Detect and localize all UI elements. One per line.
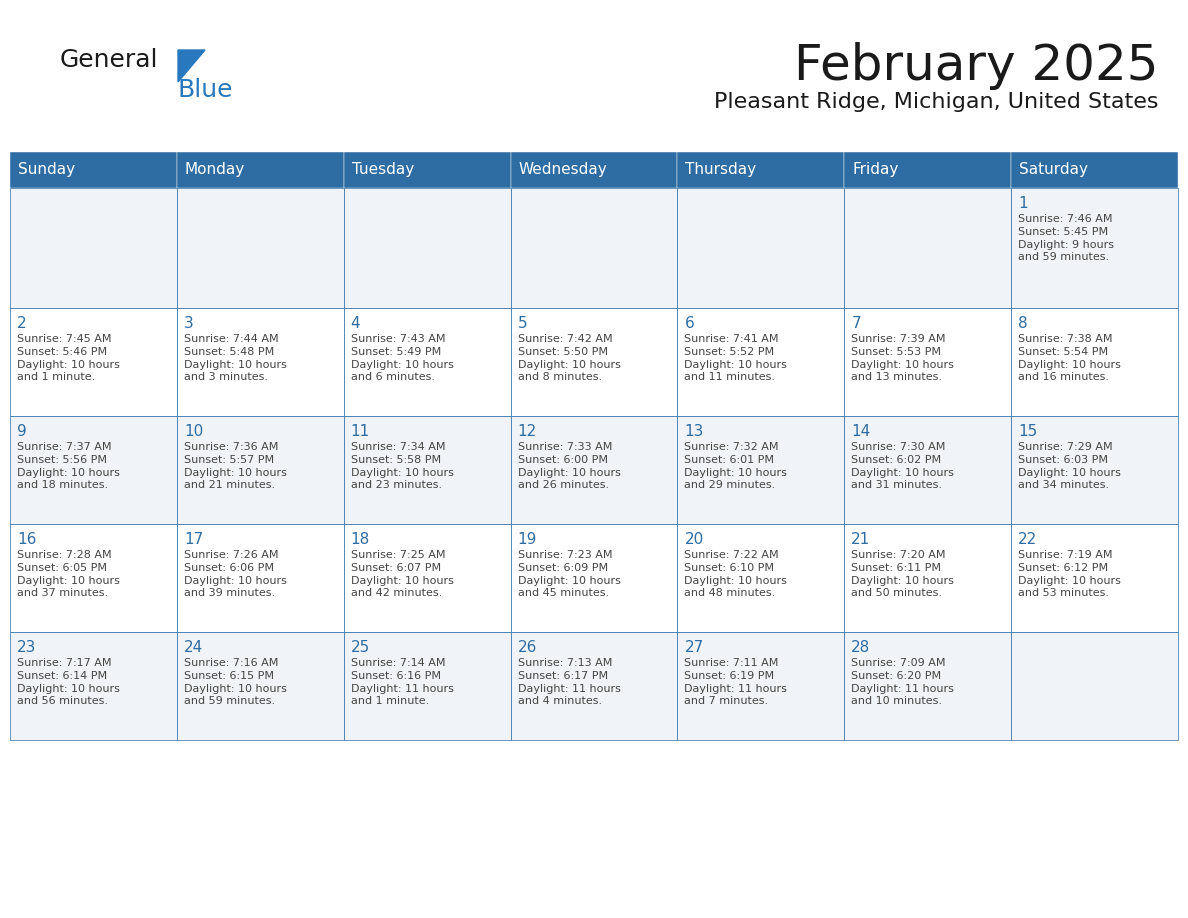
Text: 13: 13 xyxy=(684,424,703,439)
Text: 6: 6 xyxy=(684,316,694,331)
Text: Pleasant Ridge, Michigan, United States: Pleasant Ridge, Michigan, United States xyxy=(714,92,1158,112)
Text: 19: 19 xyxy=(518,532,537,547)
Text: 28: 28 xyxy=(852,640,871,655)
Text: Friday: Friday xyxy=(852,162,898,177)
Text: 26: 26 xyxy=(518,640,537,655)
Text: Sunrise: 7:38 AM
Sunset: 5:54 PM
Daylight: 10 hours
and 16 minutes.: Sunrise: 7:38 AM Sunset: 5:54 PM Dayligh… xyxy=(1018,334,1121,383)
Text: Sunrise: 7:34 AM
Sunset: 5:58 PM
Daylight: 10 hours
and 23 minutes.: Sunrise: 7:34 AM Sunset: 5:58 PM Dayligh… xyxy=(350,442,454,490)
Text: Sunrise: 7:26 AM
Sunset: 6:06 PM
Daylight: 10 hours
and 39 minutes.: Sunrise: 7:26 AM Sunset: 6:06 PM Dayligh… xyxy=(184,550,286,599)
Text: General: General xyxy=(61,48,158,72)
Text: Sunrise: 7:29 AM
Sunset: 6:03 PM
Daylight: 10 hours
and 34 minutes.: Sunrise: 7:29 AM Sunset: 6:03 PM Dayligh… xyxy=(1018,442,1121,490)
Text: 11: 11 xyxy=(350,424,369,439)
Text: 5: 5 xyxy=(518,316,527,331)
Text: 12: 12 xyxy=(518,424,537,439)
Text: Saturday: Saturday xyxy=(1019,162,1088,177)
Text: 27: 27 xyxy=(684,640,703,655)
Text: Sunrise: 7:17 AM
Sunset: 6:14 PM
Daylight: 10 hours
and 56 minutes.: Sunrise: 7:17 AM Sunset: 6:14 PM Dayligh… xyxy=(17,658,120,706)
Text: Sunrise: 7:20 AM
Sunset: 6:11 PM
Daylight: 10 hours
and 50 minutes.: Sunrise: 7:20 AM Sunset: 6:11 PM Dayligh… xyxy=(852,550,954,599)
Text: Sunrise: 7:13 AM
Sunset: 6:17 PM
Daylight: 11 hours
and 4 minutes.: Sunrise: 7:13 AM Sunset: 6:17 PM Dayligh… xyxy=(518,658,620,706)
Text: 8: 8 xyxy=(1018,316,1028,331)
Text: Thursday: Thursday xyxy=(685,162,757,177)
Text: Sunrise: 7:25 AM
Sunset: 6:07 PM
Daylight: 10 hours
and 42 minutes.: Sunrise: 7:25 AM Sunset: 6:07 PM Dayligh… xyxy=(350,550,454,599)
Text: Sunrise: 7:28 AM
Sunset: 6:05 PM
Daylight: 10 hours
and 37 minutes.: Sunrise: 7:28 AM Sunset: 6:05 PM Dayligh… xyxy=(17,550,120,599)
Text: Sunrise: 7:30 AM
Sunset: 6:02 PM
Daylight: 10 hours
and 31 minutes.: Sunrise: 7:30 AM Sunset: 6:02 PM Dayligh… xyxy=(852,442,954,490)
Text: 23: 23 xyxy=(17,640,37,655)
Text: Blue: Blue xyxy=(178,78,234,102)
Text: Sunrise: 7:45 AM
Sunset: 5:46 PM
Daylight: 10 hours
and 1 minute.: Sunrise: 7:45 AM Sunset: 5:46 PM Dayligh… xyxy=(17,334,120,383)
Text: 22: 22 xyxy=(1018,532,1037,547)
Text: 10: 10 xyxy=(184,424,203,439)
Text: 20: 20 xyxy=(684,532,703,547)
Text: 16: 16 xyxy=(17,532,37,547)
Text: 25: 25 xyxy=(350,640,369,655)
Text: Sunrise: 7:43 AM
Sunset: 5:49 PM
Daylight: 10 hours
and 6 minutes.: Sunrise: 7:43 AM Sunset: 5:49 PM Dayligh… xyxy=(350,334,454,383)
Text: Sunrise: 7:09 AM
Sunset: 6:20 PM
Daylight: 11 hours
and 10 minutes.: Sunrise: 7:09 AM Sunset: 6:20 PM Dayligh… xyxy=(852,658,954,706)
Text: 7: 7 xyxy=(852,316,861,331)
Text: Sunrise: 7:16 AM
Sunset: 6:15 PM
Daylight: 10 hours
and 59 minutes.: Sunrise: 7:16 AM Sunset: 6:15 PM Dayligh… xyxy=(184,658,286,706)
Text: Sunrise: 7:19 AM
Sunset: 6:12 PM
Daylight: 10 hours
and 53 minutes.: Sunrise: 7:19 AM Sunset: 6:12 PM Dayligh… xyxy=(1018,550,1121,599)
Text: 21: 21 xyxy=(852,532,871,547)
Text: 3: 3 xyxy=(184,316,194,331)
Text: Sunrise: 7:36 AM
Sunset: 5:57 PM
Daylight: 10 hours
and 21 minutes.: Sunrise: 7:36 AM Sunset: 5:57 PM Dayligh… xyxy=(184,442,286,490)
Text: Sunrise: 7:39 AM
Sunset: 5:53 PM
Daylight: 10 hours
and 13 minutes.: Sunrise: 7:39 AM Sunset: 5:53 PM Dayligh… xyxy=(852,334,954,383)
Text: Tuesday: Tuesday xyxy=(352,162,413,177)
Text: Sunrise: 7:33 AM
Sunset: 6:00 PM
Daylight: 10 hours
and 26 minutes.: Sunrise: 7:33 AM Sunset: 6:00 PM Dayligh… xyxy=(518,442,620,490)
Text: Sunday: Sunday xyxy=(18,162,75,177)
Text: 9: 9 xyxy=(17,424,27,439)
Text: 4: 4 xyxy=(350,316,360,331)
Text: Sunrise: 7:11 AM
Sunset: 6:19 PM
Daylight: 11 hours
and 7 minutes.: Sunrise: 7:11 AM Sunset: 6:19 PM Dayligh… xyxy=(684,658,788,706)
Text: Monday: Monday xyxy=(185,162,245,177)
Text: Sunrise: 7:44 AM
Sunset: 5:48 PM
Daylight: 10 hours
and 3 minutes.: Sunrise: 7:44 AM Sunset: 5:48 PM Dayligh… xyxy=(184,334,286,383)
Text: Sunrise: 7:41 AM
Sunset: 5:52 PM
Daylight: 10 hours
and 11 minutes.: Sunrise: 7:41 AM Sunset: 5:52 PM Dayligh… xyxy=(684,334,788,383)
Text: 15: 15 xyxy=(1018,424,1037,439)
Text: Wednesday: Wednesday xyxy=(519,162,607,177)
Text: 2: 2 xyxy=(17,316,26,331)
Text: 18: 18 xyxy=(350,532,369,547)
Text: 24: 24 xyxy=(184,640,203,655)
Text: Sunrise: 7:14 AM
Sunset: 6:16 PM
Daylight: 11 hours
and 1 minute.: Sunrise: 7:14 AM Sunset: 6:16 PM Dayligh… xyxy=(350,658,454,706)
Text: February 2025: February 2025 xyxy=(794,42,1158,90)
Text: Sunrise: 7:23 AM
Sunset: 6:09 PM
Daylight: 10 hours
and 45 minutes.: Sunrise: 7:23 AM Sunset: 6:09 PM Dayligh… xyxy=(518,550,620,599)
Text: 14: 14 xyxy=(852,424,871,439)
Text: Sunrise: 7:22 AM
Sunset: 6:10 PM
Daylight: 10 hours
and 48 minutes.: Sunrise: 7:22 AM Sunset: 6:10 PM Dayligh… xyxy=(684,550,788,599)
Text: Sunrise: 7:42 AM
Sunset: 5:50 PM
Daylight: 10 hours
and 8 minutes.: Sunrise: 7:42 AM Sunset: 5:50 PM Dayligh… xyxy=(518,334,620,383)
Text: Sunrise: 7:32 AM
Sunset: 6:01 PM
Daylight: 10 hours
and 29 minutes.: Sunrise: 7:32 AM Sunset: 6:01 PM Dayligh… xyxy=(684,442,788,490)
Text: 17: 17 xyxy=(184,532,203,547)
Text: 1: 1 xyxy=(1018,196,1028,211)
Text: Sunrise: 7:46 AM
Sunset: 5:45 PM
Daylight: 9 hours
and 59 minutes.: Sunrise: 7:46 AM Sunset: 5:45 PM Dayligh… xyxy=(1018,214,1114,263)
Text: Sunrise: 7:37 AM
Sunset: 5:56 PM
Daylight: 10 hours
and 18 minutes.: Sunrise: 7:37 AM Sunset: 5:56 PM Dayligh… xyxy=(17,442,120,490)
